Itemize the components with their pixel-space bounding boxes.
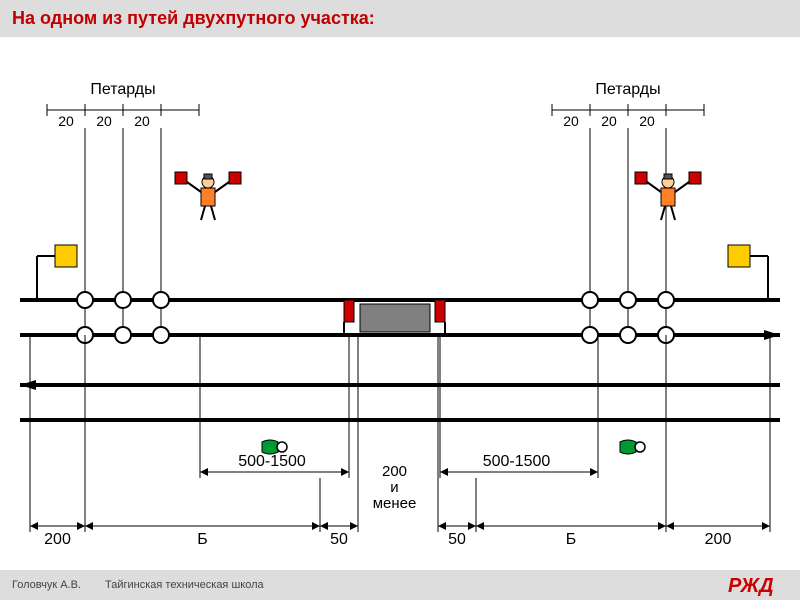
svg-text:Петарды: Петарды	[90, 81, 155, 98]
svg-text:50: 50	[448, 531, 466, 548]
svg-text:500-1500: 500-1500	[483, 453, 551, 470]
svg-text:Б: Б	[566, 531, 577, 548]
svg-text:20: 20	[601, 113, 617, 129]
svg-text:20: 20	[58, 113, 74, 129]
svg-text:менее: менее	[373, 495, 417, 512]
title-bar: На одном из путей двухпутного участка:	[0, 0, 800, 37]
school-text: Тайгинская техническая школа	[105, 579, 264, 591]
diagram-svg: Петарды 20 20 20 Петарды 20 20 20 500-1500 500-15…	[0, 40, 800, 560]
author-text: Головчук А.В.	[12, 579, 81, 591]
svg-text:20: 20	[96, 113, 112, 129]
svg-text:500-1500: 500-1500	[238, 453, 306, 470]
diagram-canvas: Петарды 20 20 20 Петарды 20 20 20 500-1500 500-15…	[0, 40, 800, 560]
svg-text:Б: Б	[197, 531, 208, 548]
svg-text:20: 20	[639, 113, 655, 129]
svg-text:РЖД: РЖД	[728, 575, 774, 596]
svg-text:Петарды: Петарды	[595, 81, 660, 98]
svg-text:и: и	[390, 479, 398, 496]
svg-text:20: 20	[134, 113, 150, 129]
svg-text:200: 200	[705, 531, 732, 548]
svg-text:200: 200	[44, 531, 71, 548]
footer-bar: Головчук А.В. Тайгинская техническая шко…	[0, 570, 800, 600]
svg-text:20: 20	[563, 113, 579, 129]
svg-text:200: 200	[382, 463, 407, 480]
rzd-logo: РЖД	[728, 574, 788, 596]
page-title: На одном из путей двухпутного участка:	[12, 8, 375, 28]
svg-text:50: 50	[330, 531, 348, 548]
